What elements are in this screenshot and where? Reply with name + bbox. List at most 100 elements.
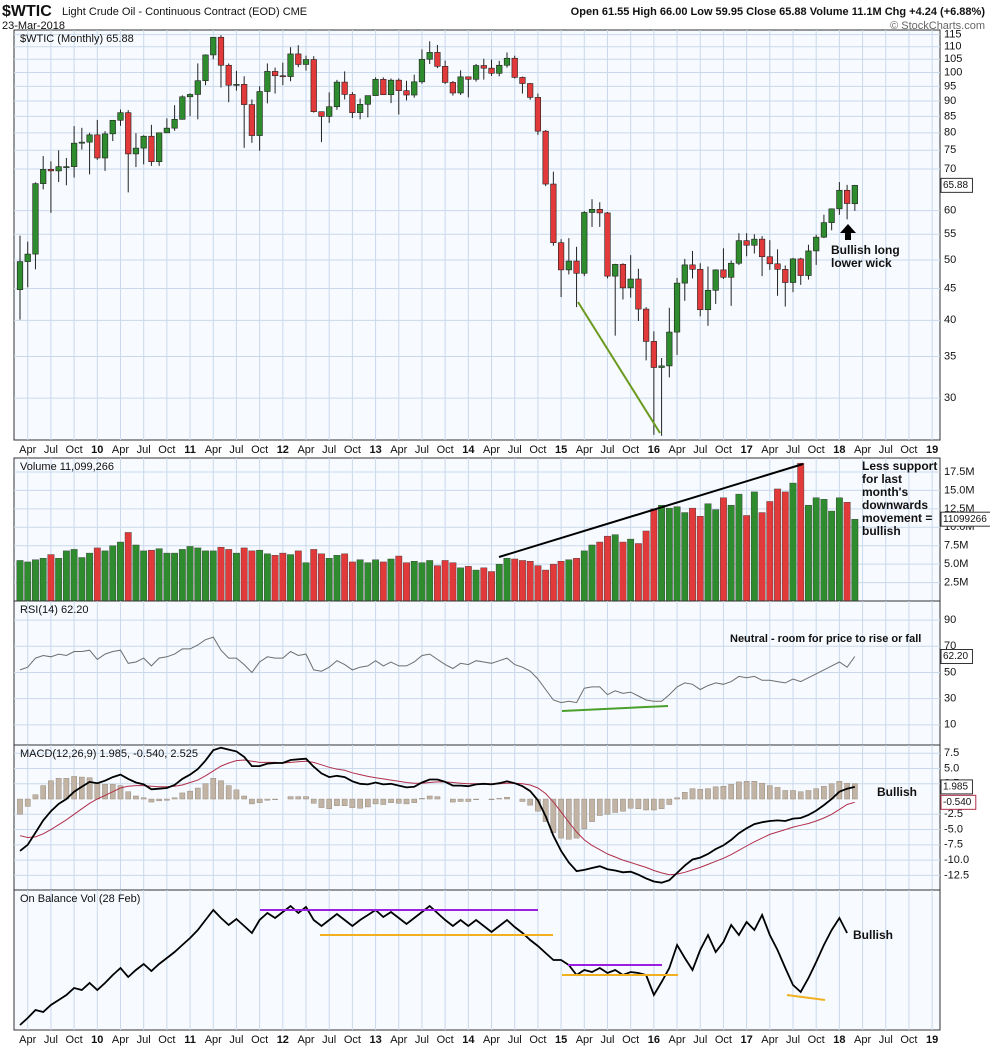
value-box-label: 62.20	[943, 651, 968, 662]
volume-bar	[101, 550, 109, 602]
x-tick-label: Jul	[229, 1034, 243, 1046]
histogram-bar	[164, 798, 170, 801]
histogram-bar	[821, 786, 827, 800]
candle-body	[241, 84, 248, 105]
annotation: month's	[862, 485, 909, 499]
volume-bar	[178, 549, 186, 602]
histogram-bar	[767, 785, 773, 800]
histogram-bar	[380, 798, 387, 805]
candle-body	[78, 141, 85, 144]
x-tick-label: Apr	[761, 444, 778, 456]
histogram-bar	[225, 785, 232, 800]
histogram-bar	[488, 798, 495, 800]
histogram-bar	[349, 798, 356, 808]
trend-line	[577, 301, 661, 434]
panel-frame	[13, 600, 941, 746]
candle-body	[534, 97, 542, 132]
histogram-bar	[341, 798, 348, 806]
candle-body	[681, 264, 688, 284]
histogram-bar	[797, 791, 804, 800]
candle-body	[789, 258, 797, 283]
histogram-bar	[264, 798, 271, 801]
y-tick-label: 80	[944, 127, 956, 139]
candle-body	[813, 236, 820, 252]
value-box: 1.985	[940, 779, 973, 795]
volume-bar	[233, 552, 240, 602]
volume-bar	[812, 497, 820, 602]
volume-bar	[774, 488, 781, 602]
y-tick-label: -5.0	[944, 823, 963, 835]
volume-bar	[271, 555, 279, 602]
histogram-bar	[256, 798, 263, 803]
volume-bar	[263, 553, 271, 602]
candle-body	[797, 258, 804, 276]
annotation: Less support	[862, 459, 937, 473]
histogram-bar	[24, 798, 31, 807]
volume-bar	[403, 562, 410, 602]
x-tick-label: Oct	[808, 1034, 825, 1046]
volume-bar	[449, 562, 457, 602]
histogram-bar	[86, 777, 93, 800]
x-tick-label: Jul	[600, 1034, 614, 1046]
annotation: Bullish	[877, 785, 917, 799]
volume-bar	[519, 560, 526, 602]
histogram-bar	[272, 798, 278, 800]
x-tick-label: Oct	[715, 1034, 732, 1046]
annotation: lower wick	[831, 256, 892, 270]
histogram-bar	[627, 798, 634, 809]
x-tick-label: Oct	[529, 444, 546, 456]
candle-body	[511, 57, 518, 78]
x-tick-label: Apr	[19, 444, 36, 456]
volume-bar	[78, 557, 86, 602]
y-tick-label: 70	[944, 163, 956, 175]
histogram-bar	[558, 798, 564, 839]
volume-bar	[47, 554, 55, 602]
value-box: -0.540	[940, 794, 977, 810]
candle-body	[364, 95, 371, 105]
candle-body	[132, 147, 140, 155]
y-tick-label: 90	[944, 614, 956, 626]
x-tick-label: Apr	[576, 1034, 593, 1046]
y-tick-label: 60	[944, 205, 956, 217]
volume-bar	[627, 538, 635, 602]
volume-bar	[70, 549, 78, 602]
histogram	[17, 776, 858, 840]
volume-bar	[480, 567, 488, 602]
x-tick-label: 16	[648, 444, 660, 456]
candle-body	[604, 212, 611, 277]
candle-body	[488, 67, 495, 74]
volume-bar	[294, 550, 302, 602]
x-tick-label: Jul	[137, 444, 151, 456]
candle-body	[271, 71, 279, 77]
candle-body	[496, 64, 503, 74]
x-tick-label: Oct	[622, 444, 639, 456]
x-tick-label: Apr	[205, 444, 222, 456]
candle-body	[542, 130, 549, 185]
histogram-bar	[388, 798, 394, 803]
x-tick-label: Apr	[761, 1034, 778, 1046]
candle-body	[836, 189, 843, 210]
volume-bar	[86, 552, 93, 602]
x-tick-label: 13	[369, 444, 381, 456]
volume-bar	[132, 544, 140, 602]
x-tick-label: Oct	[715, 444, 732, 456]
candle-body	[349, 94, 356, 113]
value-box: 65.88	[940, 177, 973, 193]
x-tick-label: Oct	[344, 1034, 361, 1046]
y-tick-label: -10.0	[944, 854, 969, 866]
histogram-bar	[782, 790, 789, 800]
candle-body	[217, 36, 225, 66]
x-tick-label: 13	[369, 1034, 381, 1046]
volume-bar	[495, 563, 503, 602]
volume-bar	[696, 516, 704, 602]
y-tick-label: 50	[944, 666, 956, 678]
candle-body	[101, 133, 109, 159]
volume-bar	[55, 558, 63, 602]
x-tick-label: Oct	[808, 444, 825, 456]
histogram-bar	[697, 789, 704, 800]
volume-bar	[318, 553, 325, 602]
volume-bar	[310, 549, 318, 602]
histogram-bar	[689, 788, 696, 800]
volume-bar	[673, 506, 681, 602]
